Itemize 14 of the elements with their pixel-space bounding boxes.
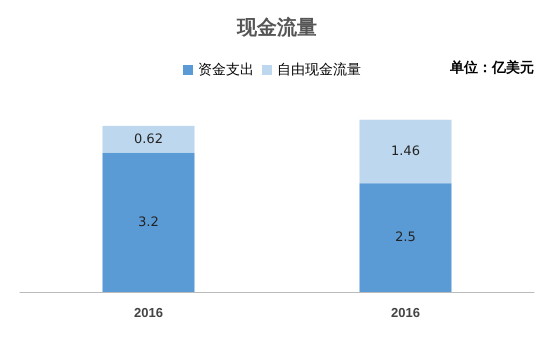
- legend-label: 资金支出: [198, 62, 254, 78]
- bar: [360, 120, 452, 184]
- text: 单位：亿美元: [449, 59, 534, 76]
- chart-title: 现金流量: [236, 15, 317, 39]
- x-tick-label: 2016: [134, 305, 163, 320]
- data-label: 0.62: [134, 132, 163, 147]
- bar: [102, 152, 194, 292]
- data-label: 3.2: [138, 214, 159, 230]
- data-label: 2.5: [395, 230, 416, 246]
- x-tick-label: 2016: [391, 305, 420, 320]
- bar: [360, 183, 452, 292]
- legend-label: 自由现金流量: [277, 62, 361, 78]
- data-label: 1.46: [391, 144, 420, 159]
- bar: [102, 126, 194, 153]
